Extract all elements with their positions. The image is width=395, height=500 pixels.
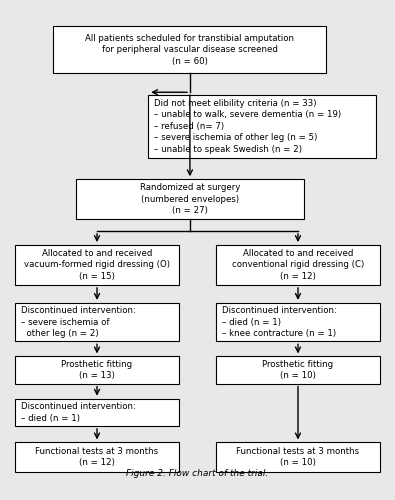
Text: Prosthetic fitting
(n = 13): Prosthetic fitting (n = 13) — [62, 360, 133, 380]
FancyBboxPatch shape — [216, 245, 380, 285]
Text: Discontinued intervention:
– died (n = 1): Discontinued intervention: – died (n = 1… — [21, 402, 136, 422]
FancyBboxPatch shape — [15, 398, 179, 426]
FancyBboxPatch shape — [216, 303, 380, 342]
Text: Discontinued intervention:
– severe ischemia of
  other leg (n = 2): Discontinued intervention: – severe isch… — [21, 306, 136, 338]
Text: Functional tests at 3 months
(n = 12): Functional tests at 3 months (n = 12) — [36, 446, 158, 467]
FancyBboxPatch shape — [148, 94, 376, 158]
FancyBboxPatch shape — [15, 303, 179, 342]
Text: Functional tests at 3 months
(n = 10): Functional tests at 3 months (n = 10) — [237, 446, 359, 467]
Text: All patients scheduled for transtibial amputation
for peripheral vascular diseas: All patients scheduled for transtibial a… — [85, 34, 294, 66]
FancyBboxPatch shape — [216, 356, 380, 384]
FancyBboxPatch shape — [15, 442, 179, 472]
FancyBboxPatch shape — [76, 179, 304, 219]
Text: Allocated to and received
vacuum-formed rigid dressing (O)
(n = 15): Allocated to and received vacuum-formed … — [24, 249, 170, 281]
Text: Allocated to and received
conventional rigid dressing (C)
(n = 12): Allocated to and received conventional r… — [232, 249, 364, 281]
Text: Discontinued intervention:
– died (n = 1)
– knee contracture (n = 1): Discontinued intervention: – died (n = 1… — [222, 306, 337, 338]
FancyBboxPatch shape — [15, 356, 179, 384]
FancyBboxPatch shape — [15, 245, 179, 285]
Text: Figure 2. Flow chart of the trial.: Figure 2. Flow chart of the trial. — [126, 468, 269, 477]
Text: Prosthetic fitting
(n = 10): Prosthetic fitting (n = 10) — [262, 360, 333, 380]
Text: Randomized at surgery
(numbered envelopes)
(n = 27): Randomized at surgery (numbered envelope… — [140, 183, 240, 215]
FancyBboxPatch shape — [216, 442, 380, 472]
FancyBboxPatch shape — [53, 26, 326, 74]
Text: Did not meet elibility criteria (n = 33)
– unable to walk, severe dementia (n = : Did not meet elibility criteria (n = 33)… — [154, 99, 341, 154]
